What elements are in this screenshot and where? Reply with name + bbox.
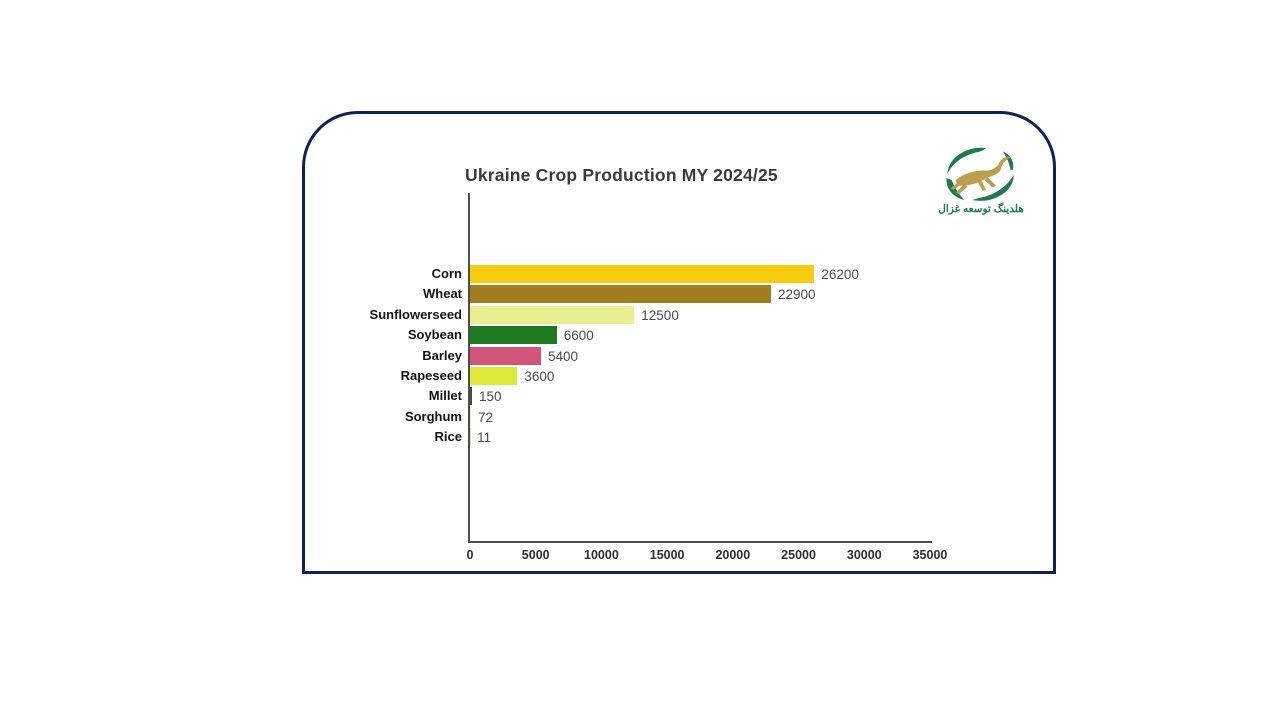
bar-row-barley: Barley 5400 <box>422 346 932 365</box>
bar-value-label: 11 <box>477 430 492 446</box>
bar-row-rapeseed: Rapeseed 3600 <box>401 367 932 385</box>
bar-corn <box>470 265 815 283</box>
bar-sunflowerseed <box>470 305 635 324</box>
category-label: Corn <box>431 266 462 281</box>
category-label: Soybean <box>407 327 462 343</box>
x-tick-label: 15000 <box>649 548 685 562</box>
bar-row-sorghum: Sorghum 72 <box>405 407 932 426</box>
x-tick-label: 5000 <box>521 548 550 562</box>
bar-row-wheat: Wheat 22900 <box>423 285 932 304</box>
bar-row-sunflowerseed: Sunflowerseed 12500 <box>370 305 932 324</box>
x-tick-label: 20000 <box>715 548 751 562</box>
chart-card: Ukraine Crop Production MY 2024/25 هلدین… <box>302 111 1056 574</box>
plot-area: Corn 26200 Wheat 22900 Sunflowerseed 12500 Soy… <box>370 193 947 562</box>
bar-value-label: 72 <box>477 409 493 425</box>
bar-soybean <box>470 326 557 345</box>
x-tick-label: 35000 <box>912 548 948 562</box>
gazelle-logo-icon <box>946 147 1014 201</box>
bar-row-corn: Corn 26200 <box>432 265 932 283</box>
chart-title: Ukraine Crop Production MY 2024/25 <box>465 165 778 185</box>
bar-row-rice: Rice 11 <box>435 428 932 447</box>
bar-value-label: 12500 <box>641 307 679 323</box>
category-label: Sorghum <box>404 408 462 424</box>
bar-sorghum <box>470 407 471 426</box>
bar-wheat <box>470 285 771 304</box>
category-label: Rice <box>434 429 462 445</box>
x-tick-label: 10000 <box>584 548 619 562</box>
bar-millet <box>470 387 472 406</box>
x-tick-label: 0 <box>466 548 474 562</box>
x-tick-label: 30000 <box>846 548 882 562</box>
category-label: Sunflowerseed <box>369 306 462 322</box>
bar-value-label: 26200 <box>821 267 859 282</box>
category-label: Rapeseed <box>400 368 462 383</box>
bar-row-soybean: Soybean 6600 <box>408 326 932 345</box>
bar-row-millet: Millet 150 <box>429 387 932 406</box>
category-label: Wheat <box>423 286 462 302</box>
category-label: Millet <box>428 388 462 404</box>
category-label: Barley <box>422 347 462 363</box>
bar-rapeseed <box>470 367 518 385</box>
bar-value-label: 3600 <box>524 369 555 384</box>
bar-barley <box>470 346 541 365</box>
logo-text: هلدینگ توسعه غزال <box>938 203 1024 215</box>
bar-value-label: 6600 <box>563 328 594 344</box>
company-logo: هلدینگ توسعه غزال <box>925 146 1037 215</box>
x-tick-label: 25000 <box>781 548 816 562</box>
bar-value-label: 150 <box>478 389 502 405</box>
bar-value-label: 22900 <box>777 287 816 303</box>
bar-value-label: 5400 <box>547 348 579 364</box>
